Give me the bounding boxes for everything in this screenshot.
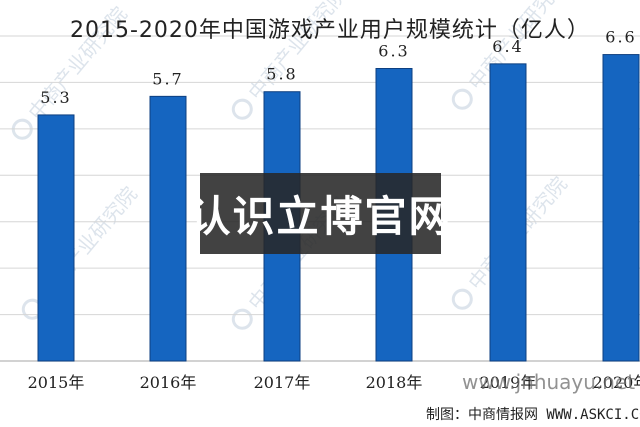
- brand-watermark: 中商产业研究院: [21, 182, 142, 320]
- x-tick-label: 2016年: [140, 373, 197, 392]
- x-tick-labels: 2015年 2016年 2017年 2018年 2019年 2020年: [28, 373, 640, 392]
- value-labels: 5.3 5.7 5.8 6.3 6.4 6.6: [40, 28, 636, 107]
- overlay-text: 认识立博官网: [188, 192, 453, 241]
- chart-title: 2015-2020年中国游戏产业用户规模统计（亿人）: [70, 18, 590, 43]
- bar: [489, 63, 527, 362]
- bar-value-label: 5.8: [266, 65, 297, 84]
- bar-value-label: 6.4: [492, 37, 523, 56]
- bar-value-label: 5.3: [40, 88, 71, 107]
- bar-value-label: 6.3: [378, 42, 409, 61]
- x-tick-label: 2018年: [366, 373, 423, 392]
- x-tick-label: 2017年: [254, 373, 311, 392]
- site-url-watermark: www.jnhuayu.net: [462, 370, 636, 394]
- x-tick-label: 2019年: [480, 373, 537, 392]
- x-tick-label: 2015年: [28, 373, 85, 392]
- bar: [602, 54, 640, 362]
- x-tick-label: 2020年: [593, 373, 640, 392]
- bar: [149, 95, 187, 362]
- bar-value-label: 5.7: [152, 69, 183, 88]
- source-note: 制图：中商情报网 WWW.ASKCI.COM: [426, 407, 640, 423]
- overlay-banner: 认识立博官网: [189, 173, 451, 254]
- bar-value-label: 6.6: [605, 28, 636, 47]
- bar: [37, 114, 75, 362]
